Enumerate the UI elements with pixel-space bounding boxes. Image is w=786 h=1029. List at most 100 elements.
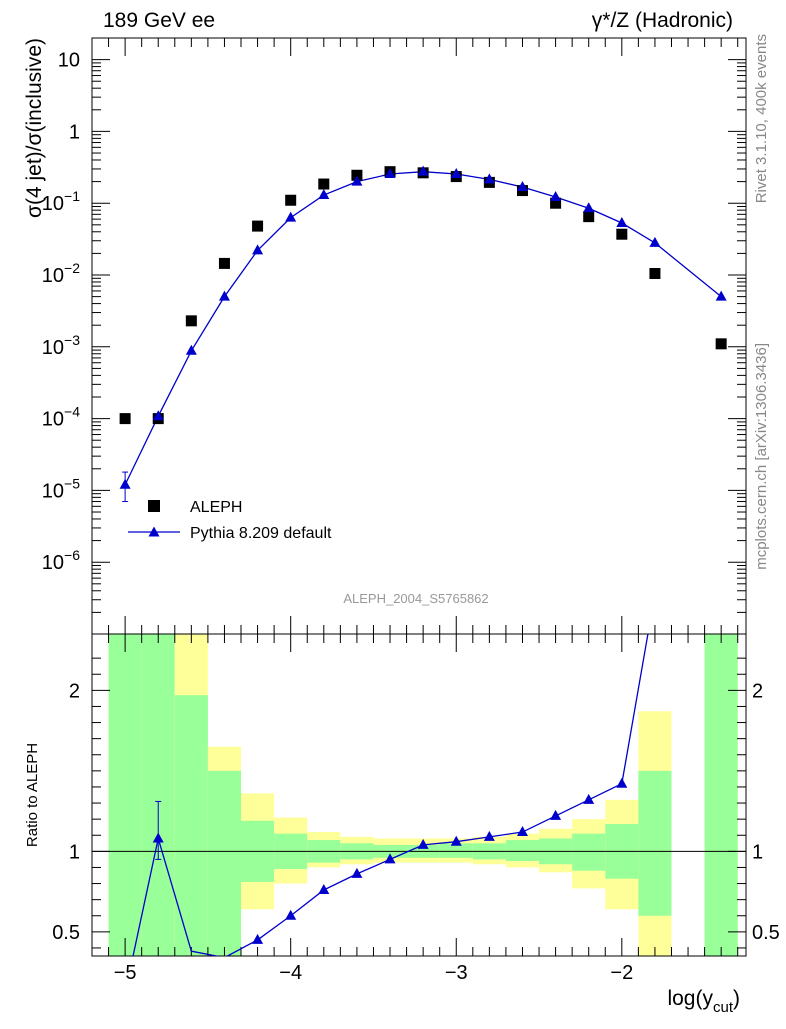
ratio-mc-point (450, 835, 462, 846)
mc-point (152, 410, 164, 421)
main-y-tick-label-exponent: −4 (64, 404, 80, 420)
main-y-tick-label: 10−1 (42, 188, 80, 215)
mc-point (715, 290, 727, 301)
ratio-mc-point (252, 933, 264, 944)
ratio-mc-point (483, 830, 495, 841)
ratio-mc-point (152, 832, 164, 843)
ratio-mc-point (285, 909, 297, 920)
ratio-mc-point (583, 793, 595, 804)
x-axis-title-subscript: cut (713, 999, 734, 1016)
mc-point (351, 175, 363, 186)
mc-point (616, 217, 628, 228)
analysis-id-label: ALEPH_2004_S5765862 (343, 591, 488, 606)
ratio-x-tick-label: −5 (114, 962, 137, 984)
mc-point (119, 478, 131, 489)
ratio-y-tick-label-right: 1 (752, 841, 763, 863)
main-y-tick-label-base: 10 (42, 409, 64, 431)
ratio-mc-point (384, 853, 396, 864)
band-inner-1 (141, 634, 175, 956)
header-left-title: 189 GeV ee (103, 9, 215, 32)
ratio-x-tick-label: −4 (279, 962, 302, 984)
main-plot-frame (91, 37, 747, 635)
main-y-tick-label-base: 10 (58, 50, 80, 72)
legend-mc-marker (148, 526, 160, 537)
legend-data-label: ALEPH (190, 499, 242, 516)
band-inner-16 (638, 770, 672, 916)
main-y-tick-label: 10−6 (42, 547, 80, 574)
mc-point (218, 290, 230, 301)
main-y-tick-label-base: 10 (42, 193, 64, 215)
main-y-tick-label: 1 (69, 121, 80, 143)
ratio-x-tick-label: −3 (445, 962, 468, 984)
mc-point (318, 189, 330, 200)
band-inner-17 (704, 634, 738, 956)
ratio-mc-point (417, 838, 429, 849)
main-y-tick-label: 10 (58, 50, 80, 72)
ratio-y-tick-label-right: 0.5 (752, 922, 780, 944)
main-y-tick-label-exponent: −3 (64, 332, 80, 348)
ratio-y-axis-title: Ratio to ALEPH (24, 743, 41, 847)
mc-point (384, 168, 396, 179)
band-inner-12 (505, 840, 540, 862)
data-point (252, 220, 264, 232)
mc-point (285, 211, 297, 222)
ratio-y-tick-label: 1 (69, 841, 80, 863)
main-y-tick-label-base: 10 (42, 552, 64, 574)
data-point (550, 197, 562, 209)
ratio-mc-point (550, 809, 562, 820)
band-inner-14 (572, 833, 606, 871)
ratio-mc-point (616, 777, 628, 788)
rivet-version-label: Rivet 3.1.10, 400k events (753, 34, 770, 203)
data-point (185, 315, 197, 327)
data-point (351, 169, 363, 181)
main-y-axis-title: σ(4 jet)/σ(inclusive) (23, 38, 46, 218)
main-y-tick-label-base: 1 (69, 121, 80, 143)
ratio-mc-point (516, 826, 528, 837)
data-point (218, 257, 230, 269)
mcplots-label: mcplots.cern.ch [arXiv:1306.3436] (753, 343, 770, 570)
mc-point (483, 173, 495, 184)
mc-point (516, 181, 528, 192)
band-inner-10 (439, 843, 473, 858)
mc-point (417, 165, 429, 176)
header-right-title: γ*/Z (Hadronic) (592, 9, 733, 32)
main-plot-marks (119, 165, 727, 503)
main-y-tick-label: 10−5 (42, 475, 80, 502)
data-point (285, 194, 297, 206)
main-y-tick-label-exponent: −2 (64, 260, 80, 276)
legend-mc-label: Pythia 8.209 default (190, 525, 332, 542)
data-point (318, 178, 330, 190)
legend: ALEPH Pythia 8.209 default (128, 499, 332, 542)
mc-point (450, 168, 462, 179)
main-y-tick-label-exponent: −6 (64, 547, 80, 563)
main-y-tick-label: 10−3 (42, 332, 80, 359)
main-y-tick-label: 10−2 (42, 260, 80, 287)
data-point (715, 338, 727, 350)
main-y-tick-label-base: 10 (42, 480, 64, 502)
data-point (649, 267, 661, 279)
x-axis-title-end: ) (733, 987, 740, 1010)
main-y-tick-label-base: 10 (42, 337, 64, 359)
ratio-mc-point (351, 867, 363, 878)
band-inner-3 (207, 770, 242, 956)
legend-data-marker (148, 500, 160, 512)
x-axis-title-base: log(y (667, 987, 713, 1010)
ratio-y-tick-label: 0.5 (52, 922, 80, 944)
mc-point (185, 344, 197, 355)
ratio-y-tick-label: 2 (69, 680, 80, 702)
main-y-tick-label-exponent: −5 (64, 475, 80, 491)
data-point (119, 413, 131, 425)
mc-point (252, 244, 264, 255)
mc-point (550, 191, 562, 202)
ratio-plot-frame (91, 633, 747, 957)
ratio-plot-marks (132, 634, 649, 956)
main-y-tick-label-exponent: −1 (64, 188, 80, 204)
main-y-tick-label-base: 10 (42, 265, 64, 287)
ratio-mc-point (318, 883, 330, 894)
ratio-axes: −5 −4 −3 −2 0.5 0.5 1 1 2 2 (52, 634, 780, 984)
data-point (583, 211, 595, 223)
ratio-y-tick-label-right: 2 (752, 680, 763, 702)
